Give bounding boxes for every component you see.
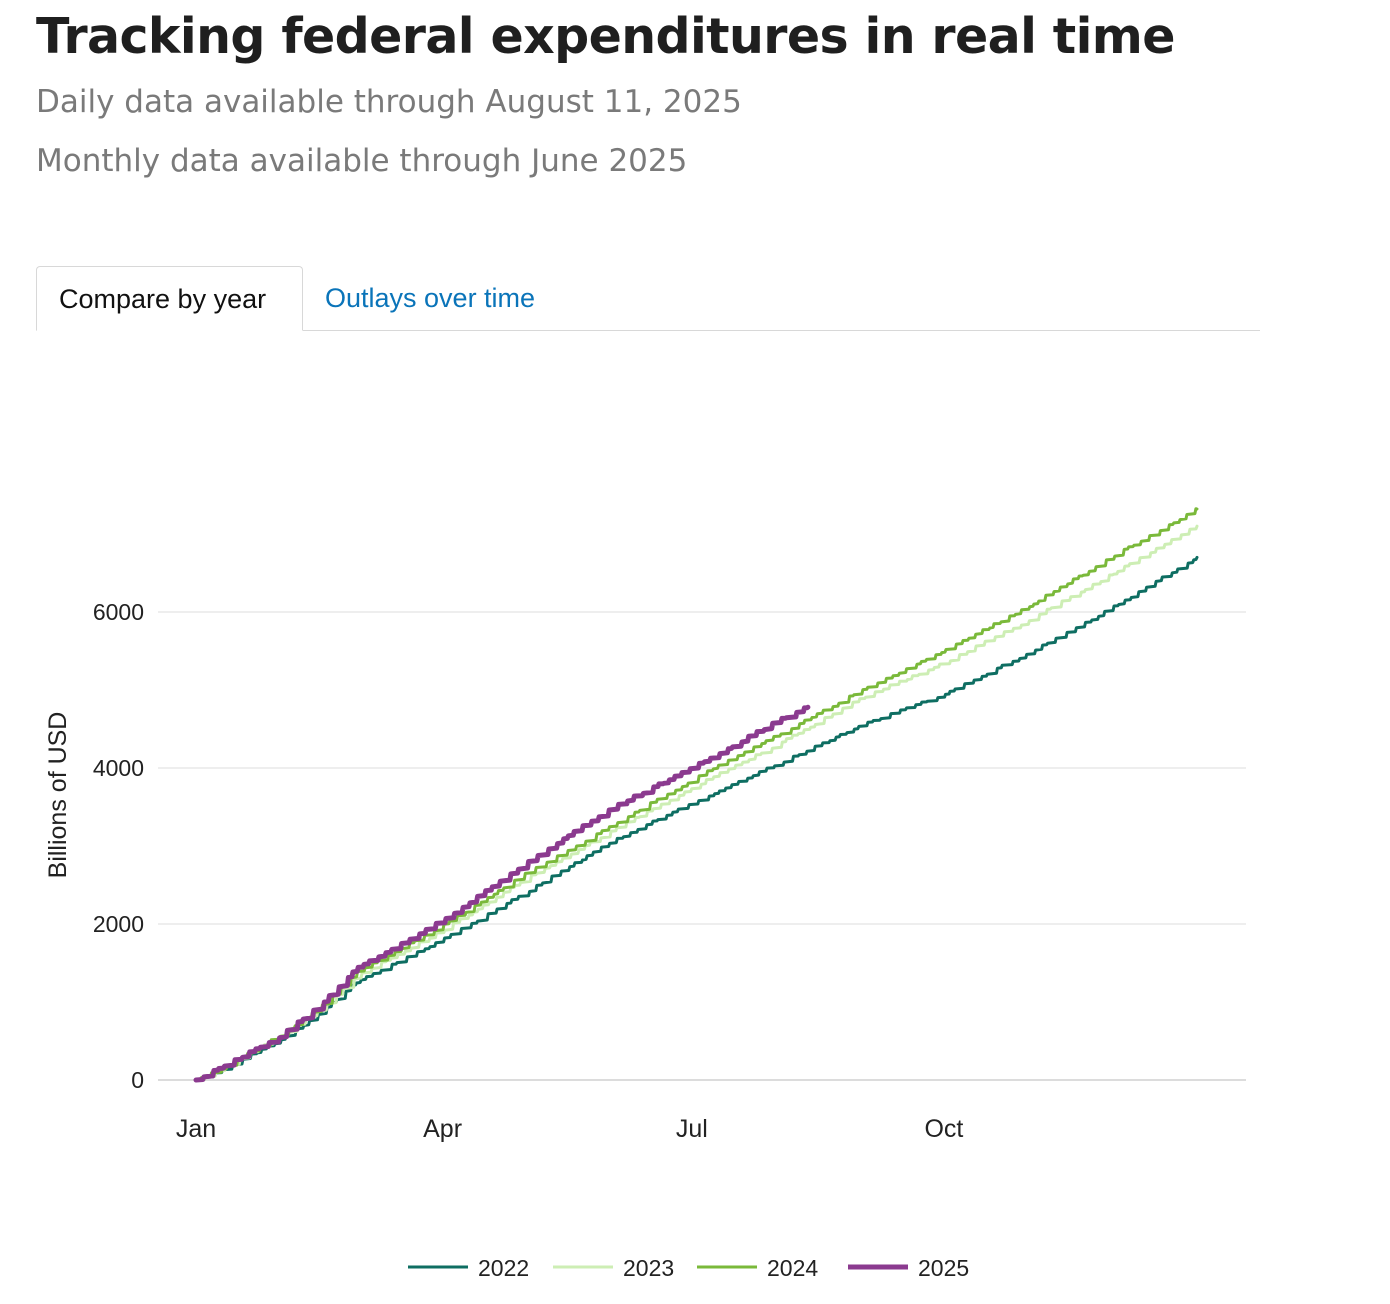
legend-item-2025[interactable]: 2025 — [848, 1255, 969, 1281]
x-tick-label: Oct — [924, 1115, 963, 1143]
x-axis: Jan Apr Jul Oct — [176, 1115, 964, 1143]
monthly-data-subtitle: Monthly data available through June 2025 — [36, 143, 688, 179]
legend-item-2022[interactable]: 2022 — [408, 1255, 529, 1281]
series-lines — [193, 507, 1199, 1083]
gridlines — [158, 611, 1246, 1081]
legend-label: 2023 — [623, 1255, 674, 1281]
x-tick-label: Apr — [423, 1115, 462, 1143]
y-axis: 0 2000 4000 6000 — [93, 599, 144, 1093]
series-line-2025 — [193, 704, 811, 1083]
y-tick-label: 6000 — [93, 599, 144, 625]
legend-label: 2025 — [918, 1255, 969, 1281]
x-tick-label: Jul — [676, 1115, 708, 1143]
series-line-2022 — [194, 555, 1199, 1082]
legend-label: 2022 — [478, 1255, 529, 1281]
chart-tabs: Compare by year Outlays over time — [36, 266, 1260, 331]
legend-item-2024[interactable]: 2024 — [697, 1255, 818, 1281]
legend-item-2023[interactable]: 2023 — [553, 1255, 674, 1281]
x-tick-label: Jan — [176, 1115, 216, 1143]
y-axis-title: Billions of USD — [44, 712, 72, 879]
page-title: Tracking federal expenditures in real ti… — [36, 8, 1175, 65]
y-tick-label: 0 — [131, 1067, 144, 1093]
tab-outlays-over-time[interactable]: Outlays over time — [325, 283, 536, 313]
daily-data-subtitle: Daily data available through August 11, … — [36, 84, 742, 120]
y-tick-label: 2000 — [93, 911, 144, 937]
y-tick-label: 4000 — [93, 755, 144, 781]
legend-label: 2024 — [767, 1255, 818, 1281]
legend: 2022 2023 2024 2025 — [408, 1255, 969, 1281]
tab-compare-by-year[interactable]: Compare by year — [36, 266, 303, 331]
